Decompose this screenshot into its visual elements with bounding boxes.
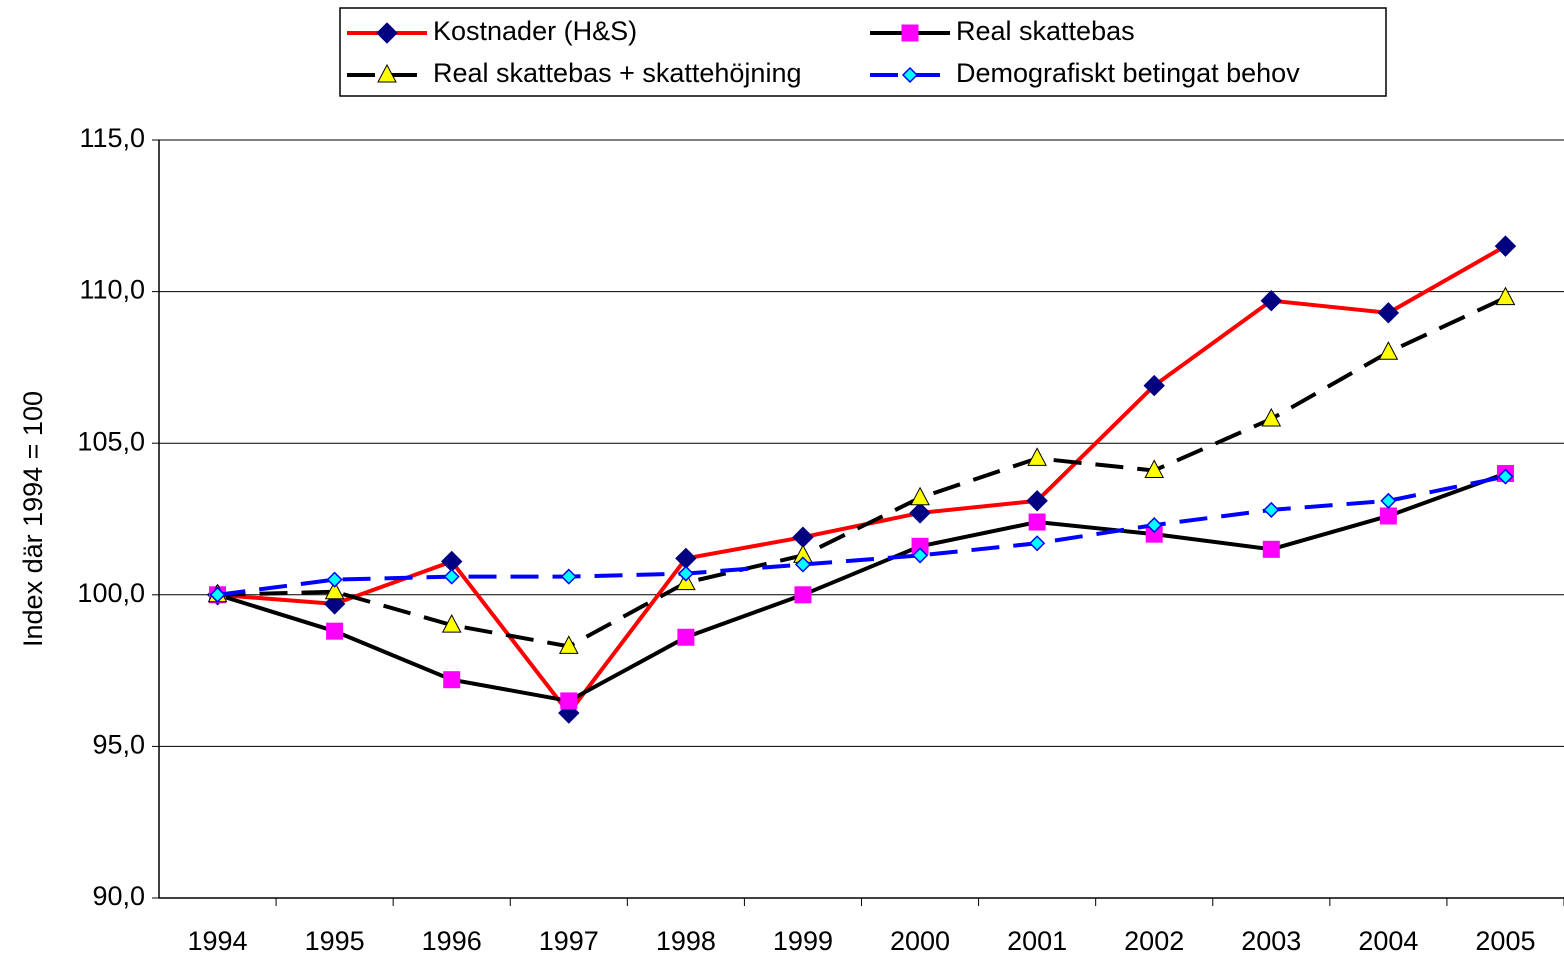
marker — [1146, 517, 1163, 534]
marker — [441, 614, 462, 633]
x-tick-label: 1995 — [305, 926, 365, 956]
y-tick-label: 90,0 — [92, 881, 145, 911]
marker — [1260, 289, 1282, 312]
legend-label: Real skattebas + skattehöjning — [433, 58, 801, 88]
x-tick-label: 1999 — [773, 926, 833, 956]
marker — [1144, 459, 1165, 478]
marker — [326, 622, 344, 640]
series-line — [217, 244, 1507, 717]
x-tick-label: 2002 — [1124, 926, 1184, 956]
y-tick-label: 110,0 — [79, 275, 145, 305]
marker — [794, 586, 812, 604]
x-tick-label: 1998 — [656, 926, 716, 956]
marker — [901, 66, 919, 84]
marker — [1026, 490, 1048, 512]
series-line — [216, 471, 1507, 704]
y-tick-label: 100,0 — [77, 578, 145, 608]
marker — [1263, 501, 1280, 518]
marker — [1495, 286, 1516, 306]
marker — [1377, 302, 1400, 324]
x-tick-label: 2005 — [1475, 926, 1535, 956]
x-tick-label: 1996 — [422, 926, 482, 956]
marker — [1380, 492, 1397, 509]
marker — [1029, 535, 1046, 552]
legend-label: Kostnader (H&S) — [433, 16, 637, 46]
marker — [1143, 374, 1165, 397]
marker — [209, 586, 226, 603]
series-line — [217, 295, 1507, 649]
x-tick-label: 1997 — [539, 926, 599, 956]
marker — [376, 22, 398, 44]
marker — [443, 671, 461, 689]
marker — [324, 580, 345, 600]
x-tick-label: 2001 — [1007, 926, 1067, 956]
y-tick-label: 95,0 — [92, 730, 145, 760]
legend-box — [339, 7, 1387, 97]
marker — [794, 556, 812, 573]
marker — [377, 63, 397, 83]
x-tick-label: 2003 — [1241, 926, 1301, 956]
marker — [792, 526, 814, 548]
marker — [558, 635, 579, 654]
marker — [1262, 540, 1280, 558]
series-line — [217, 474, 1506, 597]
marker — [443, 568, 460, 585]
marker — [677, 628, 695, 646]
marker — [1494, 235, 1517, 257]
marker — [1378, 341, 1399, 360]
marker — [911, 547, 929, 564]
marker — [1027, 447, 1047, 466]
marker — [1497, 468, 1514, 485]
y-axis-label: Index där 1994 = 100 — [18, 391, 48, 647]
marker — [326, 571, 343, 588]
marker — [901, 24, 919, 42]
marker — [1379, 507, 1397, 525]
marker — [1028, 513, 1046, 531]
marker — [677, 565, 694, 582]
marker — [910, 486, 930, 506]
x-tick-label: 1994 — [188, 926, 248, 956]
x-tick-label: 2004 — [1358, 926, 1418, 956]
marker — [560, 568, 577, 585]
marker — [909, 502, 931, 524]
marker — [560, 692, 578, 710]
legend-label: Demografiskt betingat behov — [956, 58, 1300, 88]
y-tick-label: 115,0 — [79, 123, 145, 153]
y-tick-label: 105,0 — [77, 426, 145, 456]
marker — [1261, 407, 1282, 427]
x-tick-label: 2000 — [890, 926, 950, 956]
legend-label: Real skattebas — [956, 16, 1135, 46]
